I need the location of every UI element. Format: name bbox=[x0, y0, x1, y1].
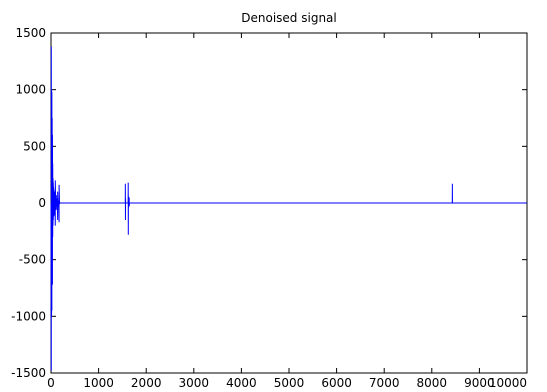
series-group bbox=[50, 46, 527, 371]
x-tick-label: 3000 bbox=[179, 376, 210, 390]
x-tick-label: 5000 bbox=[274, 376, 305, 390]
x-tick-label: 0 bbox=[47, 376, 55, 390]
series-line-0 bbox=[50, 46, 527, 371]
y-tick-label: -1500 bbox=[11, 366, 46, 380]
x-tick-label: 4000 bbox=[226, 376, 257, 390]
y-tick-label: 1500 bbox=[15, 26, 46, 40]
x-tick-label: 6000 bbox=[321, 376, 352, 390]
y-tick-label: 1000 bbox=[15, 83, 46, 97]
axis-ticks: 0 1000 2000 3000 4000 5000 6000 7000 8000 9000100… bbox=[11, 26, 528, 390]
x-tick-label: 2000 bbox=[131, 376, 162, 390]
x-tick-label: 1000 bbox=[83, 376, 114, 390]
y-tick-label: -1000 bbox=[11, 309, 46, 323]
y-tick-label: -500 bbox=[19, 253, 46, 267]
y-tick-label: 500 bbox=[23, 139, 46, 153]
x-tick-label: 10000 bbox=[489, 376, 527, 390]
x-tick-label: 8000 bbox=[417, 376, 448, 390]
chart-title: Denoised signal bbox=[241, 11, 336, 25]
y-tick-label: 0 bbox=[38, 196, 46, 210]
x-tick-label: 7000 bbox=[369, 376, 400, 390]
x-tick-label: 9000 bbox=[464, 376, 495, 390]
